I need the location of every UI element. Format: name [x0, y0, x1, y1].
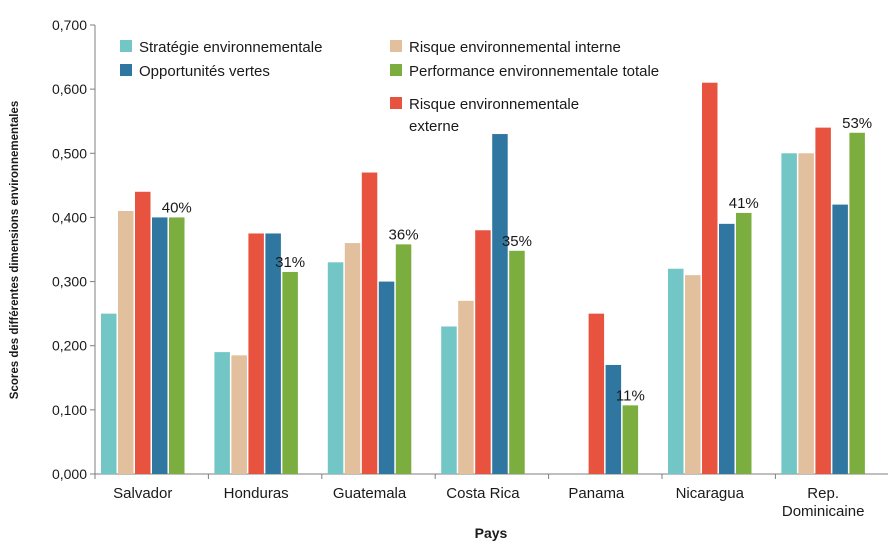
y-tick-label: 0,700: [52, 17, 87, 33]
bar-guatemala-series-4: [395, 244, 412, 474]
data-label: 11%: [616, 387, 645, 404]
bar-rep-dominicaine-series-1: [798, 153, 814, 475]
y-tick-label: 0,500: [52, 145, 87, 161]
bar-nicaragua-series-1: [685, 275, 701, 474]
bar-guatemala-series-2: [361, 172, 378, 474]
bar-panama-series-3: [605, 364, 622, 474]
y-tick-label: 0,000: [52, 466, 87, 482]
legend-label: Stratégie environnementale: [139, 39, 322, 56]
x-tick-label: Salvador: [113, 485, 172, 502]
x-tick-label: Guatemala: [333, 485, 407, 502]
bar-salvador-series-0: [101, 313, 117, 474]
legend-swatch: [390, 97, 402, 109]
bar-panama-series-4: [622, 405, 639, 474]
y-tick-label: 0,600: [52, 81, 87, 97]
bar-guatemala-series-1: [344, 243, 361, 474]
bar-rep-dominicaine-series-2: [815, 127, 831, 474]
x-tick-label: Rep. Dominicaine: [782, 485, 865, 520]
data-label: 40%: [162, 199, 192, 216]
y-tick-label: 0,400: [52, 209, 87, 225]
bar-honduras-series-2: [248, 233, 264, 474]
bar-honduras-series-0: [214, 352, 230, 474]
bar-honduras-series-4: [282, 271, 298, 474]
bar-salvador-series-4: [169, 217, 185, 474]
bar-guatemala-series-3: [378, 281, 395, 474]
bar-costa-rica-series-2: [475, 230, 491, 474]
x-tick-label: Nicaragua: [676, 485, 745, 502]
y-tick-label: 0,100: [52, 402, 87, 418]
data-label: 31%: [275, 254, 305, 271]
y-tick-label: 0,200: [52, 338, 87, 354]
legend-swatch: [390, 64, 402, 76]
bar-rep-dominicaine-series-0: [781, 153, 797, 475]
bar-nicaragua-series-2: [702, 82, 718, 474]
x-tick-label: Costa Rica: [446, 485, 520, 502]
x-axis-title: Pays: [475, 525, 508, 541]
bar-panama-series-2: [588, 313, 605, 474]
bar-rep-dominicaine-series-3: [832, 204, 848, 474]
bar-costa-rica-series-3: [492, 134, 508, 475]
bars: [101, 82, 865, 475]
bar-salvador-series-1: [118, 211, 134, 474]
data-label: 36%: [389, 226, 419, 243]
legend: Stratégie environnementale Risque environ…: [120, 39, 659, 135]
y-tick-label: 0,300: [52, 274, 87, 290]
data-label: 41%: [729, 195, 759, 212]
legend-swatch: [120, 40, 132, 52]
bar-costa-rica-series-4: [509, 250, 525, 474]
bar-nicaragua-series-4: [736, 212, 752, 474]
bar-costa-rica-series-0: [441, 326, 457, 474]
legend-swatch: [120, 64, 132, 76]
bar-salvador-series-2: [135, 191, 151, 474]
x-tick-label: Honduras: [224, 485, 289, 502]
bar-costa-rica-series-1: [458, 300, 474, 474]
bar-rep-dominicaine-series-4: [849, 132, 865, 474]
bar-honduras-series-1: [231, 355, 247, 474]
legend-label: Risque environnemental interne: [409, 39, 621, 56]
legend-label: Risque environnementale externe: [409, 96, 579, 135]
bar-honduras-series-3: [265, 233, 281, 474]
data-label: 35%: [502, 233, 532, 250]
legend-swatch: [390, 40, 402, 52]
data-label: 53%: [842, 115, 872, 132]
legend-label: Opportunités vertes: [139, 63, 270, 80]
bar-nicaragua-series-3: [719, 223, 735, 474]
legend-label: Performance environnementale totale: [409, 63, 659, 80]
bar-guatemala-series-0: [327, 262, 344, 474]
bar-nicaragua-series-0: [668, 268, 684, 474]
x-tick-label: Panama: [568, 485, 625, 502]
bar-salvador-series-3: [152, 217, 168, 474]
axes: 0,000 0,100 0,200 0,300 0,400 0,500 0,600 0,700…: [52, 17, 888, 520]
data-labels: 40% 31% 36% 35% 11% 41% 53%: [162, 115, 872, 405]
y-axis-title: Scores des différentes dimensions enviro…: [9, 101, 21, 399]
